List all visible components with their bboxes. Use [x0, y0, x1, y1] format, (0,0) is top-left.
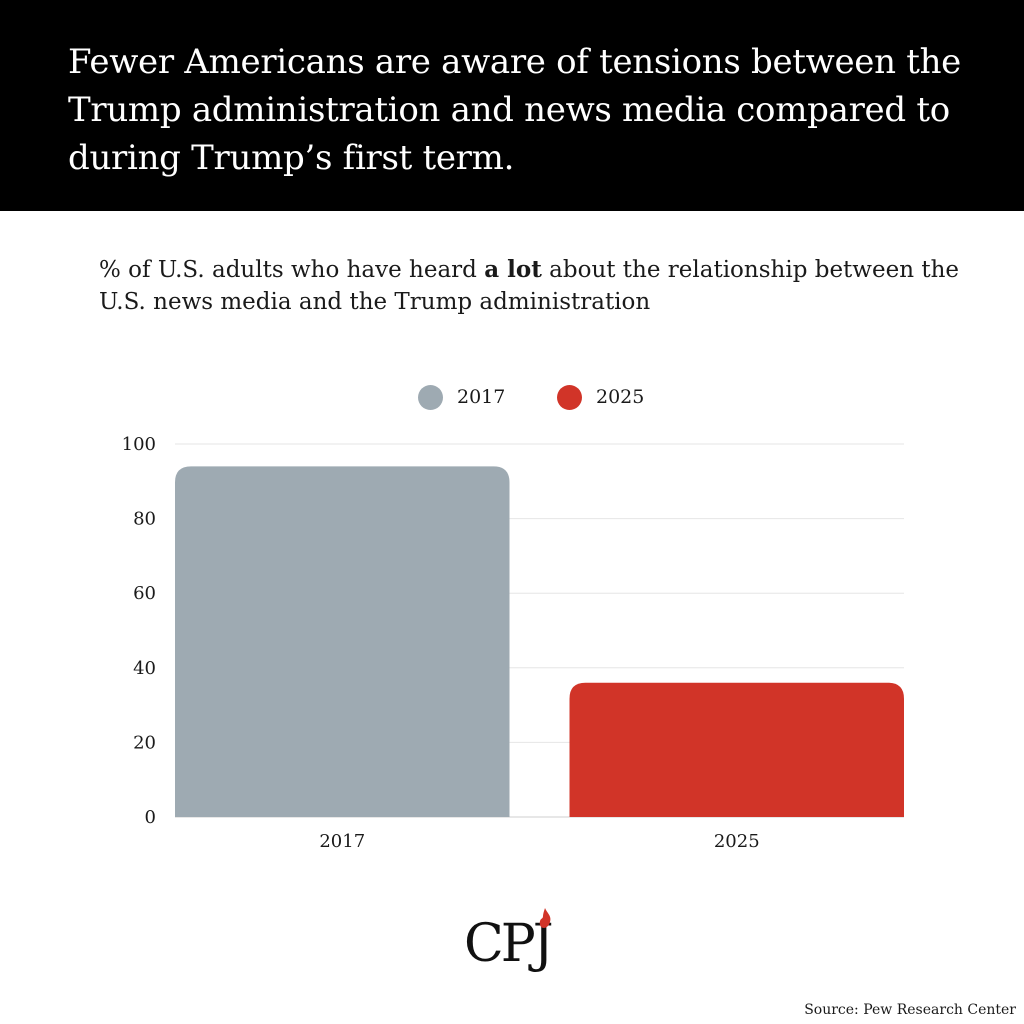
- header-banner: Fewer Americans are aware of tensions be…: [0, 0, 1024, 211]
- bar-2017: [175, 466, 510, 817]
- y-tick-label-0: 0: [145, 807, 156, 828]
- y-tick-label-100: 100: [122, 434, 156, 455]
- subtitle-prefix: % of U.S. adults who have heard: [99, 257, 485, 283]
- y-tick-label-20: 20: [133, 732, 156, 753]
- chart-subtitle: % of U.S. adults who have heard a lot ab…: [99, 254, 979, 318]
- subtitle-suffix: about the relationship between the U.S. …: [99, 257, 959, 315]
- bar-2025: [569, 682, 904, 817]
- headline: Fewer Americans are aware of tensions be…: [68, 42, 961, 178]
- legend-item-2017: 2017: [418, 382, 505, 412]
- flame-icon: [539, 908, 551, 928]
- legend-swatch-2025: [557, 384, 582, 410]
- subtitle-emphasis: a lot: [484, 256, 542, 283]
- x-tick-label-2025: 2025: [714, 831, 760, 852]
- source-note: Source: Pew Research Center: [804, 1002, 1016, 1018]
- y-tick-label-80: 80: [133, 509, 156, 530]
- cpj-logo-text: CPJ: [464, 914, 554, 974]
- cpj-logo: CPJ: [464, 908, 564, 998]
- x-tick-label-2017: 2017: [319, 831, 365, 852]
- legend-label-2025: 2025: [596, 386, 645, 408]
- y-tick-label-60: 60: [133, 583, 156, 604]
- bar-chart: 0 20 40 60 80 100 2017 2025: [122, 434, 904, 852]
- y-tick-label-40: 40: [133, 658, 156, 679]
- legend-swatch-2017: [418, 384, 443, 410]
- legend-item-2025: 2025: [557, 382, 644, 412]
- chart-legend: 2017 2025: [0, 382, 1024, 412]
- legend-label-2017: 2017: [457, 386, 506, 408]
